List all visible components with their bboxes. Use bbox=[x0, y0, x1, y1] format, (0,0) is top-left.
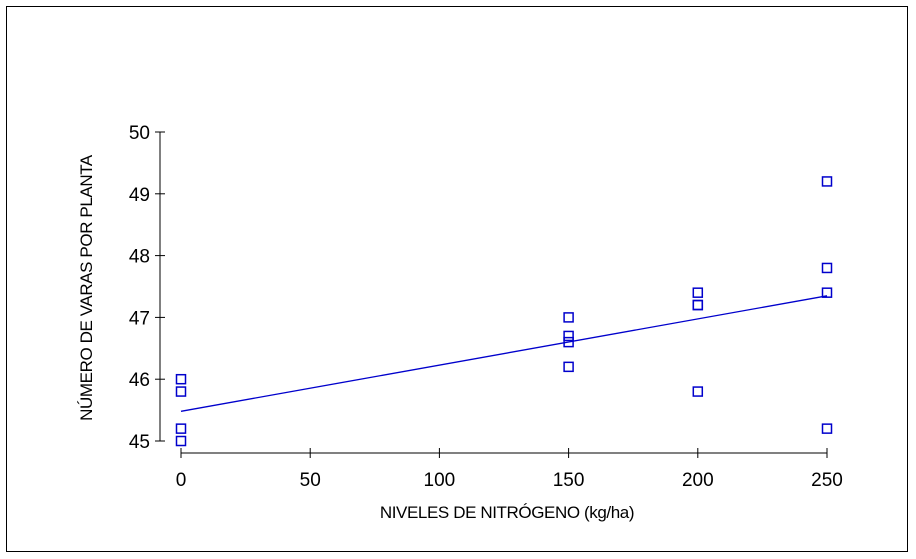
y-tick-label: 49 bbox=[129, 185, 150, 206]
data-point bbox=[821, 287, 833, 298]
data-point bbox=[563, 361, 574, 373]
x-tick-label: 150 bbox=[553, 470, 585, 491]
y-axis-title: NÚMERO DE VARAS POR PLANTA bbox=[77, 154, 96, 421]
data-points bbox=[175, 176, 833, 447]
x-tick-label: 50 bbox=[300, 470, 321, 491]
data-point bbox=[175, 386, 187, 397]
y-tick-label: 45 bbox=[129, 432, 150, 453]
y-tick-label: 47 bbox=[129, 308, 150, 329]
data-point bbox=[563, 312, 574, 323]
x-tick-label: 0 bbox=[176, 470, 187, 491]
y-tick-label: 48 bbox=[129, 247, 150, 268]
y-tick-label: 46 bbox=[129, 370, 150, 391]
data-point bbox=[563, 336, 574, 348]
data-point bbox=[563, 330, 574, 342]
y-tick-label: 50 bbox=[129, 123, 150, 144]
data-point bbox=[821, 262, 833, 274]
fitted-line-group bbox=[180, 295, 828, 412]
data-point bbox=[692, 287, 704, 298]
axes bbox=[159, 132, 827, 454]
chart-frame bbox=[6, 6, 908, 552]
data-point bbox=[821, 423, 833, 434]
data-point bbox=[692, 386, 704, 397]
ticks: 45 46 47 48 49 50 0 50 100 150 200 250 bbox=[129, 123, 843, 491]
fitted-line bbox=[180, 295, 828, 412]
x-tick-label: 250 bbox=[811, 470, 843, 491]
data-point bbox=[175, 423, 187, 434]
data-point bbox=[692, 299, 704, 311]
x-tick-label: 100 bbox=[424, 470, 456, 491]
data-point bbox=[175, 373, 187, 385]
data-point bbox=[692, 299, 704, 311]
data-point bbox=[821, 176, 833, 187]
data-point bbox=[175, 435, 187, 447]
x-axis-title: NIVELES DE NITRÓGENO (kg/ha) bbox=[380, 503, 634, 522]
x-tick-label: 200 bbox=[682, 470, 714, 491]
